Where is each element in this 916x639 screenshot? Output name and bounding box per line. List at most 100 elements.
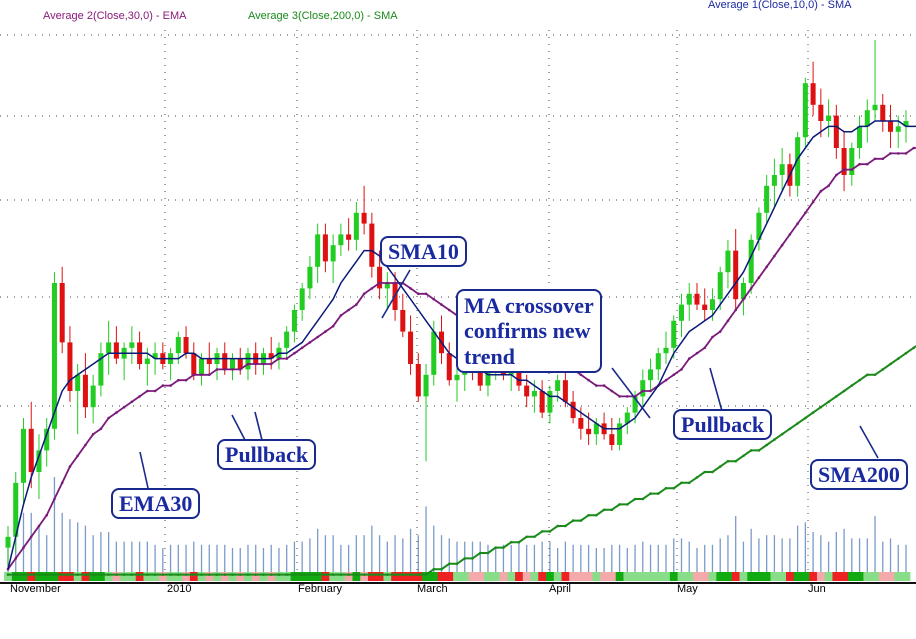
ema30-line-point <box>29 535 33 539</box>
sma200-line-point <box>184 573 188 576</box>
sma200-line-point <box>45 573 49 576</box>
sma200-line-point <box>896 357 900 360</box>
sma200-line-point <box>796 422 799 425</box>
trend-strip-cell <box>592 572 601 581</box>
candle-body <box>617 423 623 445</box>
candle-body <box>346 234 352 240</box>
trend-strip-cell <box>491 572 501 581</box>
candle-body <box>709 299 715 310</box>
trend-strip-cell <box>530 572 539 581</box>
sma200-line-point <box>827 400 830 404</box>
candlesticks <box>5 40 909 570</box>
ema30-line-point <box>45 513 49 517</box>
trend-strip-cell <box>786 572 795 581</box>
ema30-line-point <box>53 497 56 501</box>
sma200-line-point <box>277 573 281 576</box>
sma200-line-point <box>231 573 234 576</box>
trend-strip-cell <box>383 572 392 581</box>
ema30-line-point <box>842 168 846 171</box>
ema30-line-point <box>122 405 126 409</box>
candle-body <box>686 293 692 305</box>
pointer-pullback-left-a <box>231 414 246 441</box>
sma200-line-point <box>386 573 389 576</box>
candle-body <box>655 353 661 370</box>
sma200-line-point <box>587 513 590 517</box>
sma200-line-point <box>540 530 544 533</box>
ema30-line-point <box>60 481 64 485</box>
sma200-line-point <box>355 573 358 576</box>
ema30-line-point <box>904 152 908 155</box>
sma200-line-point <box>711 470 714 474</box>
trend-strip-cell <box>158 572 168 581</box>
trend-strip-cell <box>476 572 485 581</box>
trend-strip-cell <box>484 572 493 581</box>
sma200-line-point <box>765 443 768 447</box>
sma200-line-point <box>269 573 273 576</box>
candle-body <box>733 250 739 300</box>
ema30-line-point <box>881 157 885 161</box>
ema30-line-point <box>99 427 103 431</box>
candle-body <box>531 391 537 397</box>
sma200-line-point <box>68 573 72 576</box>
trend-strip-cell <box>662 572 671 581</box>
ema30-line-point <box>687 357 691 360</box>
trend-strip-cell <box>275 572 284 581</box>
trend-strip-cell <box>847 572 857 581</box>
trend-strip-cell <box>375 572 384 581</box>
sma200-line-point <box>146 573 149 576</box>
candle-body <box>175 337 181 354</box>
pointer-sma10 <box>381 269 411 319</box>
pointer-crossover <box>611 367 651 419</box>
sma200-line-point <box>571 519 575 522</box>
trend-strip-cell <box>878 572 888 581</box>
trend-strip-cell <box>398 572 408 581</box>
callout-ma-crossover: MA crossover confirms new trend <box>456 289 602 373</box>
sma200-line-point <box>76 573 79 576</box>
x-label-february: February <box>298 583 343 595</box>
sma200-line-point <box>579 519 583 522</box>
candle-body <box>5 536 11 548</box>
sma200-line-point <box>416 573 420 576</box>
ema30-line-point <box>579 373 583 377</box>
sma200-line-point <box>889 362 892 366</box>
callout-sma200: SMA200 <box>810 459 908 491</box>
trend-strip-cell <box>569 572 578 581</box>
ema30-line-point <box>231 368 234 371</box>
trend-strip-cell <box>871 572 880 581</box>
ema30-line-point <box>355 303 358 306</box>
sma200-line-point <box>169 573 172 576</box>
ema30-line-point <box>37 524 41 528</box>
trend-strip-cell <box>553 572 563 581</box>
sma200-line-point <box>742 454 745 458</box>
ema30-line-point <box>424 292 428 296</box>
sma200-line-point <box>99 573 103 576</box>
sma200-line-point <box>478 551 482 555</box>
ema30-line-point <box>873 157 877 161</box>
sma200-line-point <box>641 497 645 501</box>
trend-strip-cell <box>182 572 191 581</box>
trend-strip-cell <box>778 572 787 581</box>
trend-strip-cell <box>189 572 199 581</box>
trend-strip-cell <box>143 572 152 581</box>
sma200-line-point <box>362 573 366 576</box>
sma200-line-point <box>548 530 552 533</box>
trend-strip-cell <box>391 572 400 581</box>
legend-ema30: Average 2(Close,30,0) - EMA <box>43 10 187 22</box>
ema30-line-point <box>362 292 366 296</box>
sma200-line-point <box>409 573 412 576</box>
trend-strip-cell <box>654 572 663 581</box>
ema30-line-point <box>749 287 753 290</box>
trend-strip-cell <box>886 572 895 581</box>
sma200-line-point <box>308 573 312 576</box>
pointer-pullback-left-b <box>254 411 263 441</box>
candle-body <box>570 401 576 418</box>
ema30-line-point <box>641 389 645 393</box>
trend-strip-cell <box>213 572 222 581</box>
candle-body <box>663 347 669 354</box>
candle-body <box>183 337 189 354</box>
trend-strip-cell <box>220 572 230 581</box>
candle-body <box>67 342 73 391</box>
sma200-line-point <box>447 562 451 566</box>
ema30-line-point <box>912 146 916 150</box>
trend-strip-cell <box>793 572 802 581</box>
